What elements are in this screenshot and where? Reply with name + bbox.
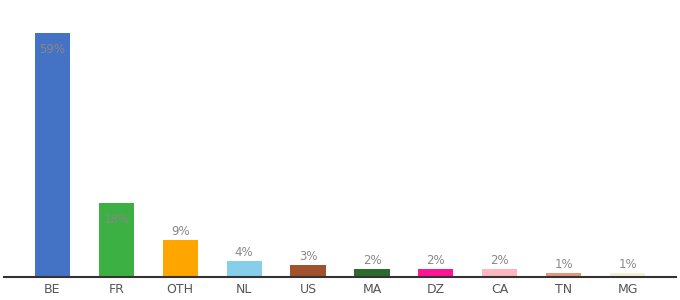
Bar: [546, 273, 581, 277]
Bar: [354, 269, 390, 277]
Text: 2%: 2%: [490, 254, 509, 267]
Text: 3%: 3%: [299, 250, 318, 263]
Text: 1%: 1%: [618, 258, 637, 271]
Bar: [35, 33, 70, 277]
Text: 18%: 18%: [103, 213, 129, 226]
Text: 2%: 2%: [362, 254, 381, 267]
Text: 59%: 59%: [39, 44, 65, 56]
Bar: [226, 261, 262, 277]
Text: 1%: 1%: [554, 258, 573, 271]
Text: 4%: 4%: [235, 246, 254, 259]
Text: 2%: 2%: [426, 254, 445, 267]
Bar: [610, 273, 645, 277]
Bar: [163, 240, 198, 277]
Bar: [290, 265, 326, 277]
Text: 9%: 9%: [171, 225, 190, 238]
Bar: [482, 269, 517, 277]
Bar: [418, 269, 454, 277]
Bar: [99, 203, 134, 277]
